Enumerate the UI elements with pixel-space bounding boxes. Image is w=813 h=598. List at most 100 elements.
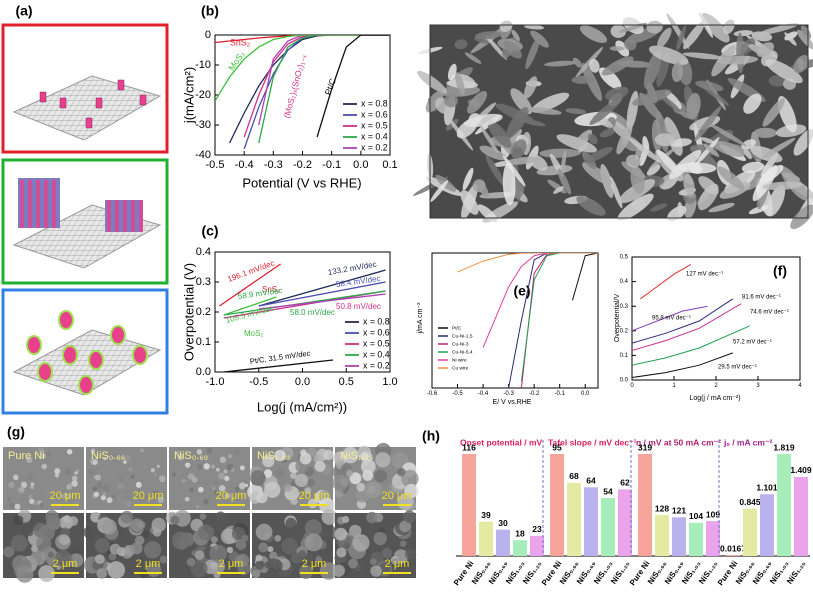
sem-grain	[151, 517, 166, 533]
sem-flake	[671, 62, 684, 83]
bar	[601, 498, 615, 556]
sem-flake	[632, 89, 672, 106]
sem-flake	[544, 60, 577, 67]
sem-grain	[109, 543, 121, 555]
series-line	[215, 35, 390, 102]
sem-grain	[360, 452, 369, 461]
sem-grain	[140, 448, 144, 453]
sem-grain	[374, 469, 388, 483]
y-tick-label: -20	[195, 89, 211, 101]
sem-flake	[454, 39, 468, 50]
value-label: 116	[462, 442, 476, 452]
legend-label: Cu-Ni-5.4	[452, 349, 473, 355]
sem-grain	[71, 475, 78, 482]
sem-grain	[382, 479, 390, 487]
sem-grain	[256, 492, 268, 504]
sem-flake	[417, 70, 448, 94]
series-line	[223, 359, 334, 372]
x-axis-label: Potential (V vs RHE)	[242, 175, 361, 190]
value-label: 39	[481, 510, 491, 520]
x-tick-label: 0.0	[295, 376, 310, 388]
x-tick-label: -0.2	[293, 159, 312, 171]
group-title: Onset potential / mV	[460, 437, 543, 447]
sem-grain	[118, 477, 123, 482]
value-label: 104	[689, 511, 703, 521]
sem-grain	[235, 539, 247, 550]
x-axis-label: E/ V vs.RHE	[493, 399, 532, 406]
sem-grain	[177, 453, 184, 461]
sem-flake	[761, 137, 796, 159]
y-axis-label: j/mA cm⁻²	[417, 302, 424, 335]
sem-grain	[355, 565, 362, 572]
sem-flake	[657, 27, 672, 49]
sem-grain	[314, 460, 326, 472]
sem-grain	[342, 446, 359, 464]
sem-grain	[290, 497, 298, 506]
sem-flake	[447, 63, 457, 81]
value-label: 1.101	[756, 483, 778, 493]
annotation: 50.8 mV/dec	[336, 302, 381, 311]
sem-grain	[397, 467, 406, 477]
sem-flake	[565, 108, 587, 115]
sem-flake	[460, 190, 479, 215]
sem-flake	[800, 25, 812, 39]
sem-grain	[74, 496, 82, 504]
sem-flake	[683, 21, 705, 50]
sem-grain	[107, 561, 126, 579]
sem-grain	[13, 515, 24, 526]
schematic-a	[1, 23, 169, 415]
sem-flake	[790, 204, 813, 230]
series-line	[632, 325, 750, 366]
sem-grain	[356, 482, 366, 492]
sem-grain	[152, 528, 162, 537]
sem-grain	[158, 475, 166, 483]
sem-grain	[156, 464, 160, 468]
series-line	[520, 253, 598, 388]
series-line	[482, 253, 598, 348]
series-line	[508, 253, 598, 388]
sem-flake	[713, 141, 746, 157]
sem-grain	[123, 454, 131, 462]
sem-grain	[290, 472, 297, 479]
sem-grain	[401, 469, 419, 488]
sem-grain	[218, 485, 226, 492]
sem-grain	[94, 554, 105, 565]
legend-label: x = 0.2	[361, 142, 388, 152]
sem-grain	[255, 554, 263, 562]
sem-flake	[610, 24, 627, 38]
sem-flake	[766, 184, 786, 217]
sem-grain	[304, 519, 322, 537]
sem-grain	[92, 452, 99, 458]
annotation: MoS₂	[244, 329, 264, 338]
y-axis-label: Overpotential (V)	[181, 263, 196, 361]
sem-flake	[676, 25, 687, 51]
value-label: 30	[498, 518, 508, 528]
sem-flake	[756, 42, 775, 58]
sem-grain	[30, 550, 46, 566]
sem-grain	[375, 452, 391, 468]
sem-flake	[686, 93, 701, 120]
sem-flake	[666, 13, 690, 49]
bar	[550, 454, 564, 556]
sem-grain	[71, 480, 78, 487]
legend-label: x = 0.2	[363, 360, 390, 370]
sem-flake	[587, 133, 598, 145]
sem-grain	[40, 453, 47, 459]
sem-grain	[274, 449, 286, 462]
sem-grain	[144, 560, 152, 568]
sem-grain	[191, 476, 198, 483]
sem-grain	[236, 553, 250, 567]
sem-grain	[142, 464, 148, 470]
sem-grain	[31, 544, 39, 553]
sem-flake	[539, 148, 581, 158]
nanocrystals	[39, 79, 147, 129]
sample-label: NiS₁.₂₅	[340, 450, 373, 462]
series-line	[243, 35, 390, 138]
sem-grain	[93, 491, 100, 498]
bar	[479, 521, 493, 556]
sem-grain	[120, 510, 134, 524]
annotation: 95.8 mV dec⁻¹	[652, 316, 691, 322]
y-tick-label: 0.5	[620, 255, 629, 261]
y-tick-label: 0.2	[196, 306, 211, 318]
